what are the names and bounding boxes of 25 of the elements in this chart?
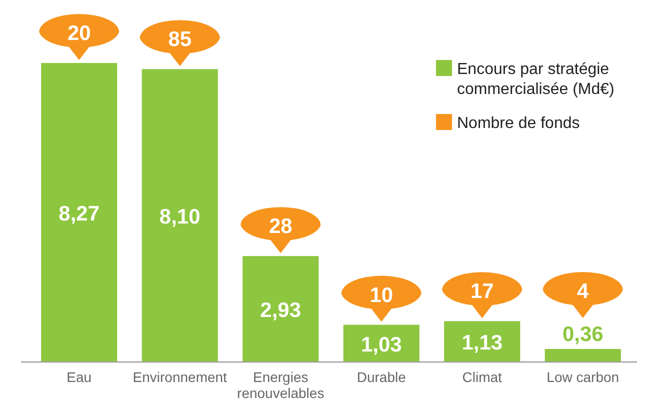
data-label: 1,13 [462, 332, 503, 355]
data-label: 0,36 [562, 322, 604, 346]
bar [444, 321, 520, 362]
x-tick-label: Low carbon [546, 369, 620, 385]
bar [242, 256, 319, 362]
data-label: 2,93 [260, 299, 302, 322]
data-label: 8,10 [159, 206, 200, 229]
annotation: 10 [370, 284, 394, 307]
bar [544, 348, 621, 362]
annotation: 20 [67, 22, 91, 45]
data-label: 8,27 [58, 202, 100, 226]
legend-label: Encours par stratégie commercialisée (Md€) [457, 61, 614, 98]
x-tick-label: Climat [462, 369, 502, 385]
annotation: Nombre de fonds [457, 115, 580, 132]
bar [142, 69, 218, 362]
annotation: 4 [577, 280, 590, 303]
annotation: 28 [268, 215, 293, 238]
x-tick-label: Eau [66, 369, 92, 385]
data-label: 1,03 [360, 333, 402, 356]
x-tick-label: Environnement [132, 369, 228, 385]
bar [41, 63, 118, 362]
x-tick-label: Durable [356, 369, 406, 385]
x-tick-label: Energies renouvelables [237, 369, 324, 401]
annotation: 85 [168, 28, 192, 52]
annotation: 17 [470, 280, 494, 304]
